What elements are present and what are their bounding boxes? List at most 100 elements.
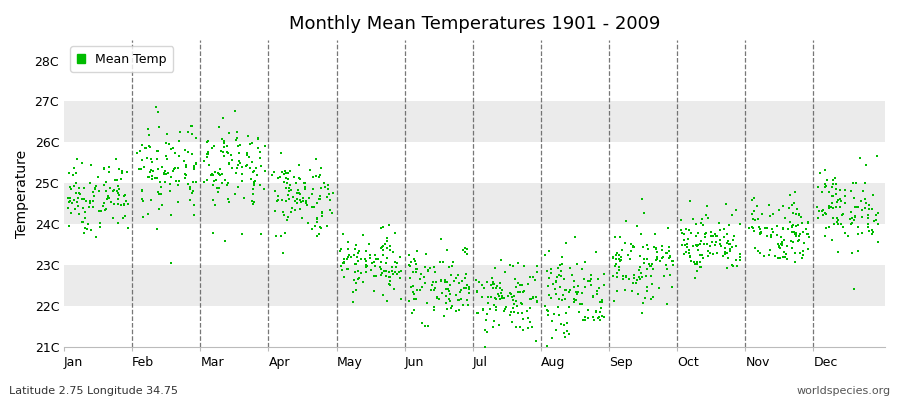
Point [548, 327, 562, 333]
Point [268, 208, 283, 214]
Point [270, 198, 284, 204]
Point [296, 198, 310, 204]
Point [245, 139, 259, 146]
Point [709, 239, 724, 245]
Point [597, 282, 611, 288]
Point [812, 208, 826, 214]
Point [201, 151, 215, 158]
Point [871, 210, 886, 217]
Point [785, 244, 799, 251]
Point [592, 314, 607, 320]
Point [115, 170, 130, 176]
Point [140, 155, 155, 161]
Point [692, 252, 706, 258]
Point [801, 230, 815, 237]
Point [312, 231, 327, 238]
Point [117, 201, 131, 207]
Point [540, 306, 554, 313]
Point [727, 233, 742, 239]
Point [93, 224, 107, 230]
Point [776, 226, 790, 232]
Point [427, 264, 441, 271]
Point [662, 253, 677, 260]
Point [70, 202, 85, 209]
Point [225, 157, 239, 164]
Point [539, 267, 554, 274]
Point [111, 190, 125, 196]
Point [382, 278, 397, 284]
Point [113, 202, 128, 208]
Point [538, 303, 553, 309]
Point [373, 264, 387, 270]
Point [542, 275, 556, 281]
Point [172, 178, 186, 184]
Point [322, 191, 337, 197]
Point [659, 262, 673, 268]
Point [568, 234, 582, 240]
Point [248, 167, 262, 174]
Point [523, 296, 537, 302]
Point [367, 262, 382, 269]
Point [163, 188, 177, 194]
Point [239, 151, 254, 158]
Point [791, 238, 806, 244]
Point [831, 197, 845, 203]
Point [292, 190, 306, 196]
Point [586, 294, 600, 300]
Point [77, 230, 92, 236]
Point [572, 309, 587, 316]
Point [403, 263, 418, 269]
Point [558, 287, 572, 293]
Point [293, 176, 308, 183]
Point [589, 308, 603, 314]
Point [200, 176, 214, 183]
Point [326, 190, 340, 196]
Point [661, 225, 675, 231]
Point [350, 254, 365, 260]
Point [171, 165, 185, 172]
Point [835, 224, 850, 230]
Point [148, 175, 162, 182]
Point [110, 177, 124, 183]
Point [77, 196, 92, 202]
Point [242, 164, 256, 171]
Point [310, 232, 325, 239]
Point [278, 170, 293, 176]
Point [868, 212, 883, 218]
Point [230, 129, 244, 135]
Point [583, 278, 598, 284]
Point [220, 150, 235, 156]
Point [251, 135, 266, 142]
Point [363, 254, 377, 261]
Point [221, 159, 236, 166]
Point [578, 314, 592, 320]
Point [572, 301, 587, 308]
Point [149, 174, 164, 181]
Point [788, 232, 803, 238]
Point [163, 181, 177, 188]
Point [547, 310, 562, 317]
Point [382, 274, 396, 280]
Point [86, 204, 101, 211]
Point [530, 298, 544, 304]
Point [181, 181, 195, 187]
Point [551, 304, 565, 311]
Point [754, 230, 769, 236]
Point [640, 242, 654, 249]
Point [504, 291, 518, 297]
Point [96, 182, 111, 188]
Point [212, 172, 227, 179]
Point [154, 183, 168, 190]
Point [88, 234, 103, 240]
Point [597, 271, 611, 278]
Point [410, 248, 424, 254]
Point [655, 254, 670, 260]
Point [634, 231, 648, 238]
Point [633, 276, 647, 283]
Point [835, 212, 850, 218]
Point [101, 194, 115, 200]
Point [99, 179, 113, 186]
Point [826, 193, 841, 199]
Point [420, 268, 435, 274]
Point [744, 196, 759, 203]
